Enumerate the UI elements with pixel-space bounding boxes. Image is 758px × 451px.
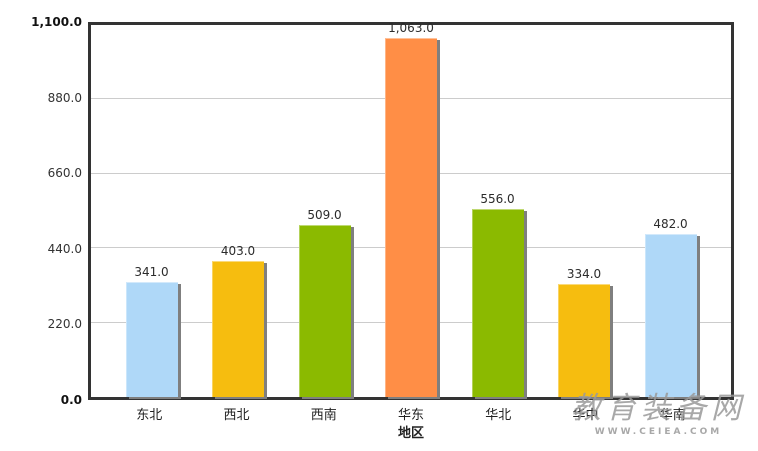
bar-value-label: 403.0 [220,243,256,258]
y-tick-label: 0.0 [60,393,82,407]
bar-西北[interactable] [212,260,264,397]
bars-container: 341.0 403.0 509.0 1,063.0 556.0 334.0 482.0 [91,21,731,397]
bar-slot-华北: 556.0 [471,25,524,397]
bar-value-label: 341.0 [134,264,169,279]
bar-slot-华中: 334.0 [558,25,610,397]
y-tick-label: 440.0 [47,241,82,256]
bar-华东[interactable] [385,37,437,397]
bar-value-label: 1,063.0 [388,20,434,35]
bar-东北[interactable] [125,281,178,397]
bar-value-label: 556.0 [480,191,515,206]
bar-slot-华东: 1,063.0 [385,21,437,397]
bar-value-label: 334.0 [566,267,602,282]
y-tick-label: 220.0 [47,317,82,332]
bar-slot-西北: 403.0 [212,25,264,397]
y-tick-label: 1,100.0 [31,15,82,29]
x-category-label-西南: 西南 [310,408,337,423]
bar-华南[interactable] [644,234,697,397]
y-axis-tick-labels: 0.0 220.0 440.0 660.0 880.0 1,100.0 [0,15,82,407]
x-axis-category-labels: 东北 西北 西南 华东 华北 华中 华南 [88,404,734,423]
x-category-label-华北: 华北 [485,408,512,423]
x-category-label-华东: 华东 [397,408,424,423]
bar-华北[interactable] [471,208,524,397]
bar-华中[interactable] [558,284,610,397]
bar-slot-华南: 482.0 [644,25,697,397]
x-category-label-东北: 东北 [136,408,163,423]
bar-slot-东北: 341.0 [125,25,178,397]
x-category-label-华中: 华中 [572,408,599,423]
plot-area: 341.0 403.0 509.0 1,063.0 556.0 334.0 482.0 [88,21,734,400]
bar-slot-西南: 509.0 [298,25,351,397]
bar-value-label: 509.0 [307,207,342,222]
bar-西南[interactable] [298,224,351,397]
x-category-label-西北: 西北 [223,408,250,423]
x-axis-title: 地区 [397,426,424,441]
y-tick-label: 660.0 [47,166,82,181]
y-tick-label: 880.0 [47,90,82,105]
bar-value-label: 482.0 [653,217,688,231]
x-category-label-华南: 华南 [659,408,686,423]
